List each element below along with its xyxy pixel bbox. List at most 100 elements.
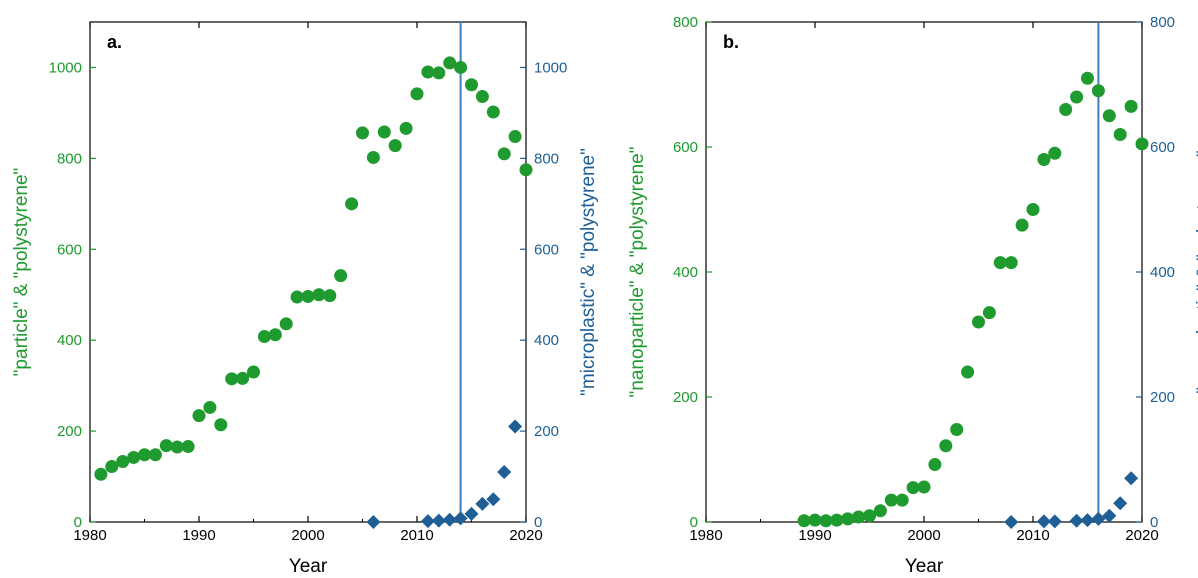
y-tick-label-right: 800 bbox=[534, 150, 559, 167]
data-point-circle bbox=[1059, 103, 1073, 116]
panel-label: b. bbox=[723, 32, 739, 52]
data-point-circle bbox=[939, 439, 953, 453]
data-point-circle bbox=[508, 130, 522, 144]
data-point-circle bbox=[443, 56, 457, 70]
data-point-diamond bbox=[366, 515, 381, 529]
data-point-circle bbox=[1113, 128, 1127, 141]
data-point-circle bbox=[982, 306, 996, 320]
data-point-diamond bbox=[1102, 508, 1117, 523]
data-point-circle bbox=[247, 365, 260, 379]
data-point-diamond bbox=[475, 496, 490, 511]
data-point-diamond bbox=[1091, 511, 1106, 526]
y-tick-label-left: 200 bbox=[57, 423, 82, 440]
data-point-circle bbox=[1091, 84, 1105, 98]
data-point-diamond bbox=[431, 513, 446, 528]
data-point-circle bbox=[301, 290, 315, 304]
data-point-circle bbox=[1124, 99, 1138, 113]
data-point-circle bbox=[432, 66, 446, 80]
data-point-circle bbox=[170, 440, 184, 454]
data-point-circle bbox=[884, 493, 898, 507]
data-point-diamond bbox=[464, 506, 479, 521]
x-tick-label: 2000 bbox=[291, 527, 324, 544]
data-point-circle bbox=[225, 372, 239, 386]
data-point-circle bbox=[841, 512, 855, 526]
x-tick-label: 2000 bbox=[907, 527, 940, 544]
data-point-circle bbox=[1004, 256, 1018, 270]
data-point-circle bbox=[377, 125, 391, 139]
data-point-diamond bbox=[1004, 515, 1019, 529]
y-axis-label-left: "particle" & "polystyrene" bbox=[11, 168, 32, 377]
data-point-circle bbox=[323, 289, 337, 303]
data-point-circle bbox=[497, 147, 511, 161]
data-point-circle bbox=[873, 504, 887, 518]
y-tick-label-right: 600 bbox=[534, 241, 559, 258]
data-point-diamond bbox=[1036, 514, 1051, 529]
y-tick-label-left: 1000 bbox=[49, 59, 82, 76]
x-tick-label: 2010 bbox=[1016, 527, 1049, 544]
data-point-circle bbox=[268, 328, 282, 342]
y-tick-label-right: 1000 bbox=[534, 59, 567, 76]
x-axis-label: Year bbox=[289, 556, 328, 577]
data-point-circle bbox=[279, 317, 293, 331]
data-point-circle bbox=[1081, 71, 1094, 85]
data-point-circle bbox=[863, 509, 876, 523]
data-point-diamond bbox=[1080, 513, 1095, 528]
data-point-circle bbox=[950, 423, 964, 436]
data-point-circle bbox=[1015, 218, 1029, 232]
data-point-circle bbox=[138, 448, 151, 462]
data-point-circle bbox=[356, 126, 369, 140]
y-axis-label-right: "microplastic" & "polystyrene" bbox=[578, 148, 599, 396]
data-point-circle bbox=[94, 467, 108, 481]
data-point-circle bbox=[366, 150, 380, 164]
data-point-diamond bbox=[442, 512, 457, 527]
data-point-circle bbox=[1037, 153, 1051, 166]
data-point-circle bbox=[1026, 203, 1040, 216]
data-point-circle bbox=[334, 269, 348, 283]
data-point-circle bbox=[181, 440, 195, 454]
y-tick-label-right: 0 bbox=[534, 514, 542, 531]
data-point-circle bbox=[290, 290, 304, 304]
data-point-circle bbox=[421, 65, 435, 79]
y-axis-label-left: "nanoparticle" & "polystyrene" bbox=[627, 147, 648, 398]
data-point-circle bbox=[116, 455, 130, 469]
x-tick-label: 1980 bbox=[689, 527, 722, 544]
data-point-circle bbox=[852, 510, 866, 524]
data-point-diamond bbox=[486, 492, 501, 507]
y-tick-label-left: 800 bbox=[673, 14, 698, 31]
data-point-circle bbox=[895, 493, 909, 507]
y-tick-label-left: 0 bbox=[74, 514, 82, 531]
x-tick-label: 2010 bbox=[400, 527, 433, 544]
x-tick-label: 1990 bbox=[182, 527, 215, 544]
data-point-circle bbox=[148, 448, 162, 462]
data-point-circle bbox=[993, 256, 1007, 270]
data-point-circle bbox=[236, 371, 250, 385]
data-point-circle bbox=[105, 460, 119, 474]
y-tick-label-left: 600 bbox=[57, 241, 82, 258]
y-tick-label-left: 400 bbox=[57, 332, 82, 349]
y-tick-label-left: 800 bbox=[57, 150, 82, 167]
data-point-circle bbox=[819, 514, 833, 528]
y-tick-label-left: 400 bbox=[673, 264, 698, 281]
data-point-circle bbox=[797, 514, 811, 528]
data-point-circle bbox=[906, 481, 920, 495]
y-tick-label-left: 600 bbox=[673, 139, 698, 156]
data-point-circle bbox=[454, 60, 468, 74]
data-point-diamond bbox=[420, 514, 435, 529]
chart-panel-2: 1980 1990 2000 2010 202002004006008000200400… bbox=[627, 14, 1198, 577]
data-point-diamond bbox=[453, 511, 468, 526]
data-point-circle bbox=[486, 105, 500, 119]
data-point-circle bbox=[388, 139, 402, 153]
y-tick-label-right: 200 bbox=[534, 423, 559, 440]
data-point-circle bbox=[399, 121, 413, 135]
data-point-diamond bbox=[497, 465, 512, 479]
data-point-circle bbox=[465, 78, 478, 92]
data-point-circle bbox=[1048, 146, 1062, 160]
chart-panel-1: 1980 1990 2000 2010 202002004006008001000020… bbox=[11, 21, 599, 577]
y-tick-label-left: 0 bbox=[690, 514, 698, 531]
data-point-circle bbox=[928, 458, 942, 471]
x-tick-label: 2020 bbox=[1125, 527, 1158, 544]
data-point-diamond bbox=[508, 419, 523, 434]
data-point-diamond bbox=[1047, 514, 1062, 529]
data-point-diamond bbox=[1069, 513, 1084, 528]
